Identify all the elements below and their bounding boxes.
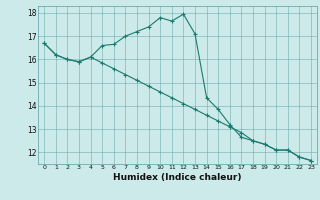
X-axis label: Humidex (Indice chaleur): Humidex (Indice chaleur): [113, 173, 242, 182]
